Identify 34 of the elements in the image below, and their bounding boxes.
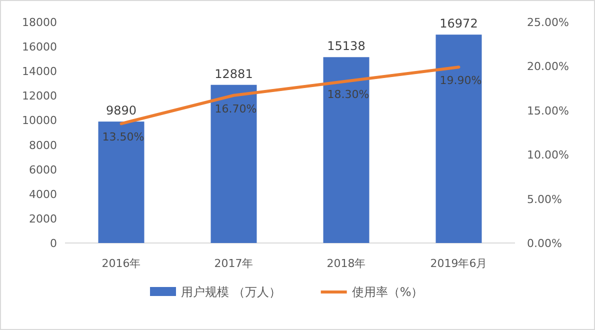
y2-tick-label: 15.00% bbox=[527, 104, 569, 118]
y-tick-label: 10000 bbox=[22, 114, 57, 128]
bar bbox=[210, 84, 257, 243]
y-tick-label: 6000 bbox=[29, 163, 57, 176]
data-label: 12881 bbox=[214, 66, 253, 81]
legend-label: 使用率（%） bbox=[352, 285, 424, 299]
data-label: 9890 bbox=[106, 104, 137, 118]
bar bbox=[98, 122, 144, 243]
y2-tick-label: 20.00% bbox=[527, 60, 569, 74]
y2-tick-label: 5.00% bbox=[527, 192, 562, 206]
y-tick-label: 18000 bbox=[22, 16, 57, 29]
y-tick-label: 14000 bbox=[22, 65, 57, 78]
data-label: 13.50% bbox=[102, 130, 144, 144]
x-tick-label: 2018年 bbox=[326, 257, 366, 270]
data-label: 19.90% bbox=[440, 74, 482, 88]
y-tick-label: 0 bbox=[50, 237, 57, 250]
y2-tick-label: 0.00% bbox=[527, 237, 562, 250]
data-label: 16972 bbox=[440, 16, 478, 31]
data-label: 16.70% bbox=[214, 102, 257, 116]
y2-tick-label: 25.00% bbox=[527, 16, 569, 29]
x-tick-label: 2017年 bbox=[214, 257, 254, 270]
y-tick-label: 12000 bbox=[22, 90, 57, 103]
y-tick-label: 16000 bbox=[22, 40, 57, 54]
y-tick-label: 2000 bbox=[29, 212, 57, 226]
x-tick-label: 2019年6月 bbox=[430, 257, 488, 270]
x-tick-label: 2016年 bbox=[102, 257, 141, 270]
data-label: 18.30% bbox=[327, 88, 370, 102]
bar bbox=[436, 34, 482, 243]
y-tick-label: 4000 bbox=[29, 188, 57, 201]
legend-label: 用户规模 （万人） bbox=[181, 285, 281, 299]
bar bbox=[323, 57, 370, 243]
y-tick-label: 8000 bbox=[29, 138, 57, 152]
y2-tick-label: 10.00% bbox=[527, 148, 569, 162]
data-label: 15138 bbox=[327, 39, 366, 54]
